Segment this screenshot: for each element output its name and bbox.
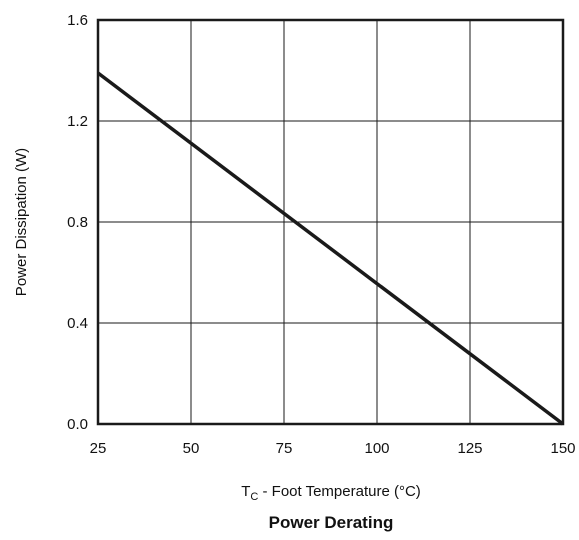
x-tick-label: 150 (550, 440, 575, 457)
chart-title: Power Derating (269, 513, 394, 532)
x-tick-label: 125 (457, 440, 482, 457)
plot-frame (96, 18, 565, 426)
x-tick-labels: 25 50 75 100 125 150 (90, 440, 576, 457)
x-tick-label: 100 (364, 440, 389, 457)
x-axis-label-text: - Foot Temperature (°C) (258, 483, 420, 500)
x-tick-label: 50 (183, 440, 200, 457)
x-axis-label: TC - Foot Temperature (°C) (241, 483, 421, 503)
y-tick-labels: 0.0 0.4 0.8 1.2 1.6 (67, 12, 88, 433)
y-tick-label: 0.8 (67, 214, 88, 231)
series-lines (96, 71, 565, 426)
derating-curve (96, 71, 565, 426)
y-tick-label: 1.6 (67, 12, 88, 29)
x-axis-label-subscript: C (250, 491, 258, 503)
x-tick-label: 75 (276, 440, 293, 457)
y-tick-label: 0.4 (67, 315, 88, 332)
x-tick-label: 25 (90, 440, 107, 457)
x-axis-label-symbol: T (241, 483, 250, 500)
y-tick-label: 0.0 (67, 416, 88, 433)
y-tick-label: 1.2 (67, 113, 88, 130)
y-axis-label: Power Dissipation (W) (13, 148, 30, 296)
grid-lines (98, 20, 563, 424)
